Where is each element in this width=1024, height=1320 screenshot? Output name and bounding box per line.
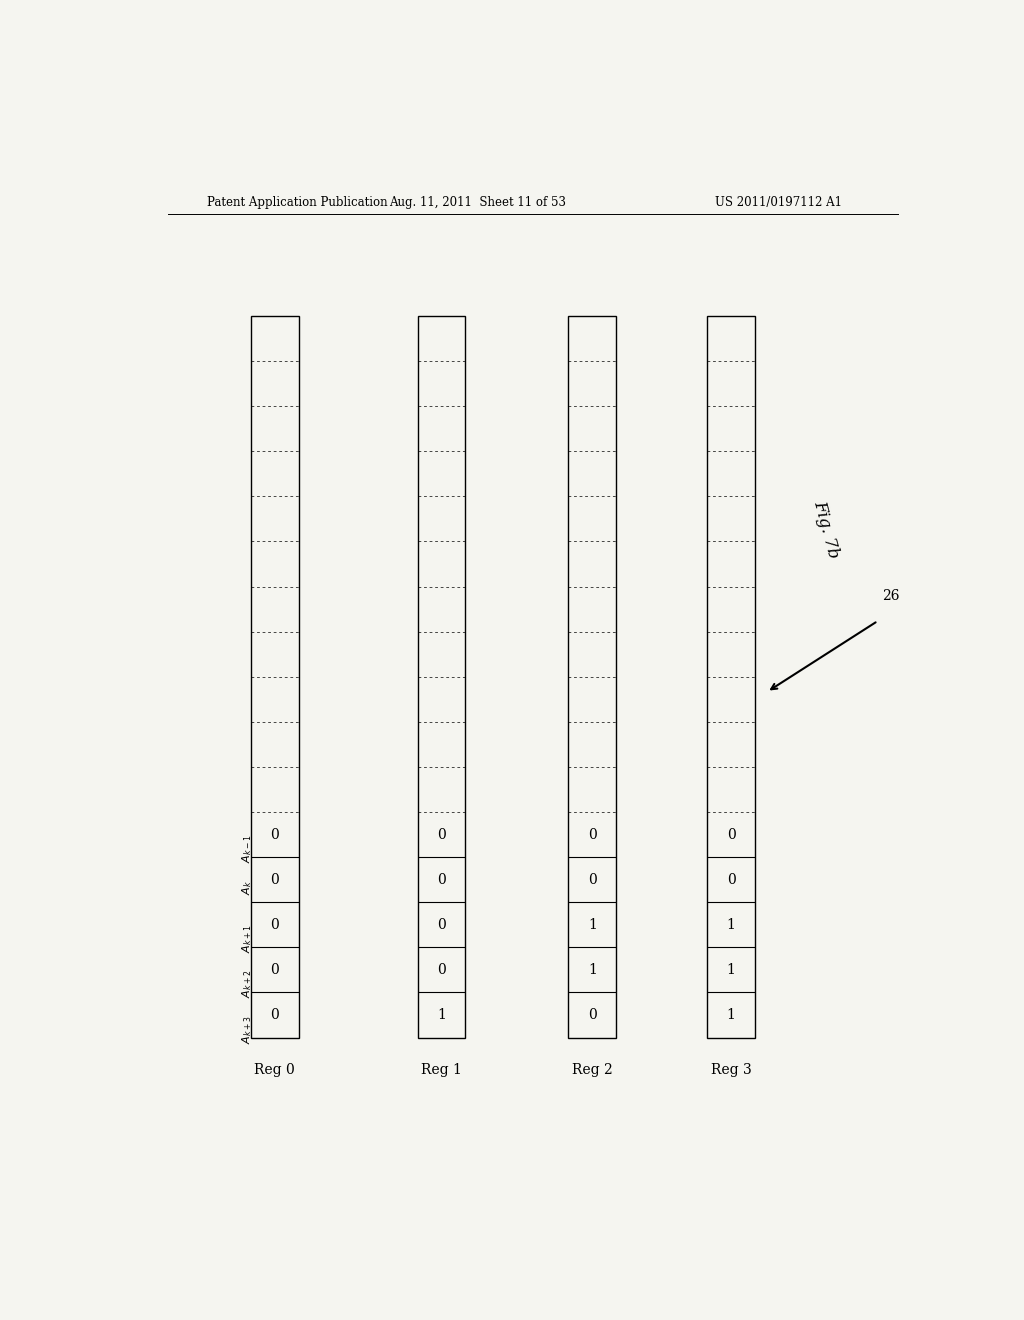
Bar bbox=[708, 315, 755, 1038]
Text: $A_{k}$: $A_{k}$ bbox=[241, 879, 254, 895]
Text: 0: 0 bbox=[437, 917, 445, 932]
Text: 0: 0 bbox=[437, 873, 445, 887]
Text: 0: 0 bbox=[437, 828, 445, 842]
Text: $A_{k+3}$: $A_{k+3}$ bbox=[241, 1015, 254, 1044]
Text: 26: 26 bbox=[882, 589, 899, 602]
Text: 1: 1 bbox=[727, 962, 735, 977]
Text: $A_{k+2}$: $A_{k+2}$ bbox=[241, 970, 254, 998]
Text: Reg 2: Reg 2 bbox=[571, 1063, 612, 1077]
Text: Reg 0: Reg 0 bbox=[254, 1063, 295, 1077]
Text: 0: 0 bbox=[270, 962, 280, 977]
Text: 0: 0 bbox=[270, 873, 280, 887]
Bar bbox=[418, 315, 465, 1038]
Bar bbox=[568, 315, 616, 1038]
Text: $A_{k-1}$: $A_{k-1}$ bbox=[241, 834, 254, 863]
Text: US 2011/0197112 A1: US 2011/0197112 A1 bbox=[715, 195, 843, 209]
Text: 1: 1 bbox=[588, 917, 597, 932]
Text: 0: 0 bbox=[270, 828, 280, 842]
Text: 1: 1 bbox=[727, 1008, 735, 1022]
Text: 0: 0 bbox=[270, 1008, 280, 1022]
Text: Reg 3: Reg 3 bbox=[711, 1063, 752, 1077]
Text: 1: 1 bbox=[727, 917, 735, 932]
Text: 0: 0 bbox=[588, 1008, 597, 1022]
Text: Patent Application Publication: Patent Application Publication bbox=[207, 195, 388, 209]
Text: 0: 0 bbox=[270, 917, 280, 932]
Text: 0: 0 bbox=[588, 873, 597, 887]
Bar bbox=[251, 315, 299, 1038]
Text: $A_{k+1}$: $A_{k+1}$ bbox=[241, 925, 254, 953]
Text: 0: 0 bbox=[588, 828, 597, 842]
Text: Aug. 11, 2011  Sheet 11 of 53: Aug. 11, 2011 Sheet 11 of 53 bbox=[389, 195, 565, 209]
Text: Fig. 7b: Fig. 7b bbox=[810, 499, 843, 560]
Text: 0: 0 bbox=[437, 962, 445, 977]
Text: 1: 1 bbox=[437, 1008, 445, 1022]
Text: 0: 0 bbox=[727, 828, 735, 842]
Text: Reg 1: Reg 1 bbox=[421, 1063, 462, 1077]
Text: 1: 1 bbox=[588, 962, 597, 977]
Text: 0: 0 bbox=[727, 873, 735, 887]
